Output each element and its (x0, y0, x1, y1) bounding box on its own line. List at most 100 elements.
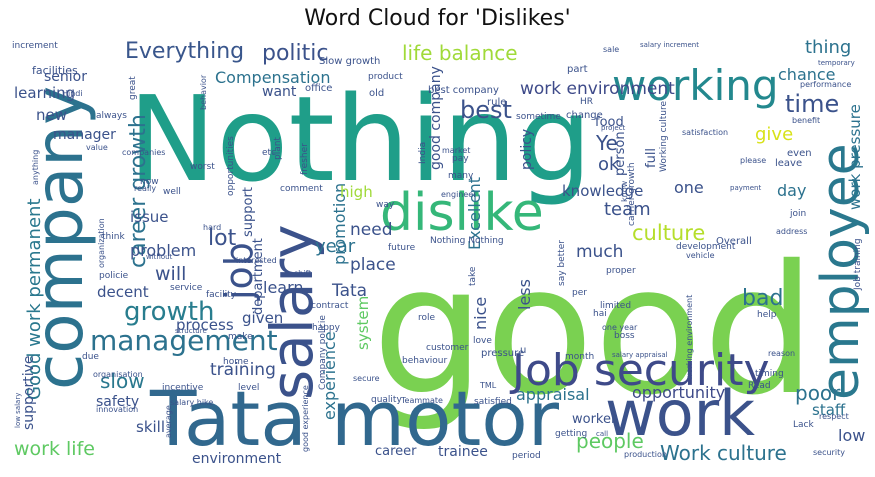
word-slow-growth: Slow growth (319, 56, 380, 67)
word-tata: Tata (331, 281, 367, 301)
word-supportive: supportive (21, 355, 37, 430)
word-will: will (155, 263, 186, 285)
word-company: company (21, 86, 98, 390)
word-proper: proper (606, 266, 636, 276)
word-employee: employee (811, 143, 871, 400)
word-satisfaction: satisfaction (682, 128, 728, 137)
word-worst: worst (190, 162, 215, 172)
word-best-company: best company (428, 85, 499, 96)
word-food: food (595, 115, 624, 130)
word-problem: problem (130, 241, 196, 260)
word-shift: shift (294, 269, 311, 278)
word-bad: bad (742, 286, 783, 311)
word-plant: plant (273, 137, 283, 160)
word-carrier-growth: carrier growth (627, 162, 637, 226)
word-hr: HR (580, 97, 593, 107)
word-companies: companies (122, 148, 165, 157)
word-time: time (785, 90, 839, 118)
word-people: people (576, 429, 644, 453)
word-service: service (170, 283, 203, 293)
word-working: working (612, 61, 779, 110)
word-best: best (460, 96, 512, 124)
word-ye: Ye (595, 131, 618, 155)
word-worker: worker (572, 412, 617, 427)
word-work: work (605, 377, 755, 450)
word-want: want (262, 84, 297, 100)
word-part: part (567, 64, 588, 75)
word-always: always (96, 111, 127, 121)
figure-title: Word Cloud for 'Dislikes' (304, 6, 571, 31)
word-product: product (368, 72, 403, 82)
word-organisation: organisation (93, 370, 143, 379)
word-person: person (613, 131, 628, 176)
word-career: career (375, 444, 417, 459)
word-contract: contract (311, 301, 349, 311)
word-interested: interested (236, 256, 277, 265)
word-project: project (601, 124, 626, 132)
word-salary-appraisal: salary appraisal (612, 351, 668, 359)
word-pressure: pressure (481, 348, 524, 359)
word-nothing: Nothing (128, 70, 592, 208)
word-many: many (448, 171, 474, 181)
word-satisfied: satisfied (474, 397, 512, 407)
word-environment: environment (192, 451, 282, 467)
word-change: change (566, 110, 603, 121)
word-home: home (223, 357, 249, 367)
word-low-salary: low salary (14, 393, 22, 428)
word-poor: poor (795, 381, 841, 405)
word-learning: learning (14, 84, 75, 102)
word-per: per (572, 288, 587, 298)
word-development: development (676, 242, 736, 252)
word-dislike: dislike (380, 183, 544, 243)
word-month: month (565, 352, 594, 362)
word-quality: quality (371, 395, 402, 405)
word-process: process (176, 316, 234, 334)
word-learn: learn (263, 278, 304, 297)
word-now: now (140, 177, 159, 187)
word-structure: structure (175, 327, 207, 335)
word-facility: facility (206, 290, 237, 300)
word-full: full (644, 148, 659, 168)
word-lot: lot (208, 226, 237, 251)
word-salary-increment: salary increment (640, 41, 699, 49)
word-value: value (86, 143, 108, 152)
word-innovation: innovation (96, 405, 138, 414)
word-india: India (418, 142, 428, 164)
word-one: one (674, 178, 704, 197)
word-slow: slow (100, 369, 145, 393)
word-excellent: Excellent (465, 177, 484, 250)
word-help: help (757, 310, 777, 320)
word-low: low (838, 426, 865, 445)
word-security: security (813, 448, 845, 457)
word-future: future (388, 243, 416, 253)
word-experience: experience (320, 331, 339, 420)
word-good: good (372, 227, 816, 434)
word-make: make (228, 332, 253, 342)
word-increment: increment (12, 41, 58, 51)
word-take: take (468, 266, 478, 286)
word-sale: sale (603, 45, 619, 54)
word-good-work-permanent: Good work permanent (24, 199, 45, 401)
word-read: Read (748, 381, 771, 391)
word-overall: Overall (716, 236, 752, 247)
word-good-company: good company (428, 66, 444, 170)
word-fresher: fresher (300, 143, 310, 175)
word-trainee: trainee (438, 444, 488, 460)
word-secure: secure (353, 374, 380, 383)
word-address: address (776, 227, 807, 236)
word-even: even (787, 148, 812, 159)
word-level: level (238, 383, 259, 393)
word-due: due (82, 352, 99, 362)
word-job-training: Job training (853, 238, 863, 291)
word-chance: chance (778, 65, 836, 84)
word-role: role (418, 313, 436, 323)
word-behavior: behavior (199, 74, 208, 110)
word-way: way (376, 200, 395, 210)
word-working-culture: Working culture (659, 101, 669, 172)
word-high: high (340, 183, 373, 201)
word-nothing-nothing: Nothing Nothing (430, 236, 504, 246)
word-facilities: facilities (32, 64, 78, 77)
word-staff: staff (812, 401, 846, 419)
word-team: team (604, 199, 651, 220)
word-need: need (350, 220, 392, 240)
